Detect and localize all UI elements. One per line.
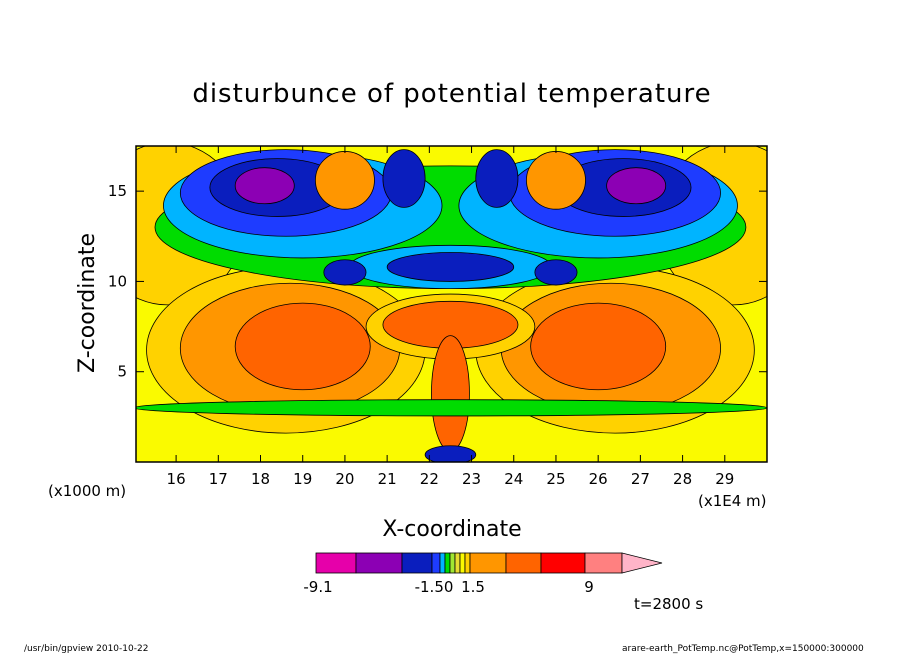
contour-region-upper-blue-right — [475, 149, 519, 208]
colorbar-label: 9 — [584, 578, 594, 596]
x-tick-label: 29 — [715, 470, 734, 488]
colorbar-segment — [540, 552, 586, 574]
colorbar-segment — [459, 552, 466, 574]
footer-left: /usr/bin/gpview 2010-10-22 — [24, 644, 148, 654]
colorbar-segment — [505, 552, 542, 574]
y-tick-label: 15 — [108, 182, 127, 200]
y-unit-note: (x1000 m) — [48, 482, 126, 500]
x-tick-label: 18 — [251, 470, 270, 488]
time-label: t=2800 s — [634, 595, 703, 613]
x-tick-label: 17 — [209, 470, 228, 488]
x-unit-note: (x1E4 m) — [698, 492, 767, 510]
contour-region-lower-warm-left-3 — [234, 302, 371, 391]
colorbar-segment — [444, 552, 451, 574]
x-tick-label: 27 — [631, 470, 650, 488]
x-tick-label: 24 — [504, 470, 523, 488]
colorbar-segment — [454, 552, 461, 574]
colorbar-segment — [315, 552, 357, 574]
colorbar-segment — [439, 552, 446, 574]
colorbar-segment — [401, 552, 433, 574]
x-tick-label: 22 — [420, 470, 439, 488]
colorbar-label: 1.5 — [461, 578, 485, 596]
y-axis-label: Z-coordinate — [75, 233, 100, 373]
x-tick-label: 19 — [293, 470, 312, 488]
colorbar: -9.1 -1.50 1.5 9 — [303, 552, 663, 596]
colorbar-segment — [469, 552, 507, 574]
colorbar-segment — [584, 552, 623, 574]
x-tick-label: 23 — [462, 470, 481, 488]
y-tick-label: 10 — [108, 272, 127, 290]
x-tick-label: 26 — [589, 470, 608, 488]
plot-frame — [135, 145, 768, 463]
x-tick-label: 25 — [546, 470, 565, 488]
x-axis-label: X-coordinate — [382, 517, 521, 542]
colorbar-label: -1.50 — [415, 578, 454, 596]
x-tick-label: 28 — [673, 470, 692, 488]
x-tick-label: 20 — [335, 470, 354, 488]
contour-region-upper-orange-left — [314, 151, 375, 210]
contour-region-center-left-blue — [323, 259, 367, 286]
contour-region-plume — [431, 335, 470, 452]
x-tick-label: 16 — [167, 470, 186, 488]
contour-region-upper-blue-left — [382, 149, 426, 208]
contour-region-center-blue — [386, 252, 515, 282]
colorbar-segment — [449, 552, 456, 574]
footer-right: arare-earth_PotTemp.nc@PotTemp,x=150000:… — [622, 644, 864, 654]
x-tick-label: 21 — [378, 470, 397, 488]
y-tick-label: 5 — [117, 363, 127, 381]
contour-region-bottom-blue — [424, 445, 477, 462]
colorbar-segment — [464, 552, 471, 574]
contour-region-center-right-blue — [534, 259, 578, 286]
contour-region-cold-left-core — [234, 167, 295, 205]
y-axis: 5 10 15 — [108, 182, 767, 381]
plot-area — [136, 146, 767, 462]
contour-region-upper-orange-right — [526, 151, 586, 210]
contour-region-cold-right-core — [606, 167, 667, 205]
colorbar-segment — [431, 552, 441, 574]
x-axis: 16 17 18 19 20 21 22 23 24 25 26 27 28 29 — [167, 146, 734, 488]
colorbar-label: -9.1 — [303, 578, 332, 596]
contour-region-lower-warm-right-3 — [530, 302, 667, 391]
chart-title: disturbunce of potential temperature — [192, 79, 711, 109]
contour-region-bottom-band — [136, 399, 767, 417]
colorbar-segment — [355, 552, 403, 574]
colorbar-arrow — [621, 552, 663, 574]
